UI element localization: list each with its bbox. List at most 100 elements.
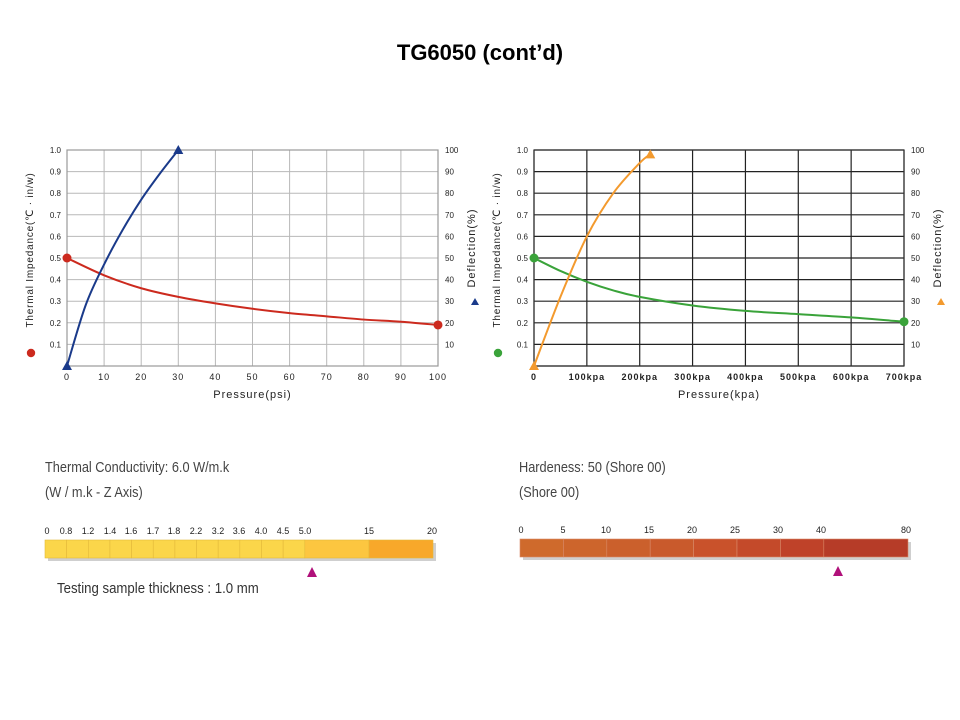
y-tick-label: 0.8: [517, 189, 529, 198]
y2-tick-label: 30: [911, 297, 920, 306]
scale-segment: [152, 539, 176, 559]
scale-segment: [66, 539, 89, 559]
x-tick-label: 300kpa: [674, 372, 711, 382]
y-tick-label: 0.9: [517, 168, 529, 177]
scale-tick-label: 1.6: [125, 526, 138, 536]
hardness-subtitle: (Shore 00): [519, 484, 580, 501]
scale-segment: [606, 538, 651, 558]
y-axis-label: Thermal Impedance(℃ · in/w): [492, 172, 503, 327]
scale-tick-label: 4.0: [255, 526, 268, 536]
y-tick-label: 0.4: [50, 276, 62, 285]
x-axis-label: Pressure(psi): [213, 389, 291, 401]
y-tick-label: 0.7: [50, 211, 62, 220]
scale-segment: [736, 538, 781, 558]
scale-tick-label: 5: [560, 525, 565, 535]
scale-tick-label: 5.0: [299, 526, 312, 536]
y2-tick-label: 100: [911, 146, 925, 155]
y2-axis-label: Deflection(%): [932, 208, 944, 287]
y2-tick-label: 20: [445, 319, 454, 328]
value-marker-triangle-icon: [833, 566, 843, 576]
x-tick-label: 400kpa: [727, 372, 764, 382]
scale-segment: [239, 539, 262, 559]
y2-tick-label: 60: [911, 232, 920, 241]
scale-segment: [304, 539, 370, 559]
scale-segment: [693, 538, 738, 558]
conductivity-title: Thermal Conductivity: 6.0 W/m.k: [45, 459, 230, 476]
hardness-title: Hardeness: 50 (Shore 00): [519, 459, 666, 476]
y-tick-label: 0.1: [517, 340, 529, 349]
x-tick-label: 50: [246, 372, 258, 382]
y2-tick-label: 40: [911, 276, 920, 285]
scale-segment: [44, 539, 67, 559]
x-tick-label: 700kpa: [886, 372, 923, 382]
scale-tick-label: 30: [773, 525, 783, 535]
scale-segment: [217, 539, 241, 559]
data-point-circle: [899, 317, 909, 327]
scale-tick-label: 1.7: [147, 526, 160, 536]
y-axis-label: Thermal Impedance(℃ · in/w): [25, 172, 36, 327]
x-tick-label: 80: [358, 372, 370, 382]
value-marker-triangle-icon: [307, 567, 317, 577]
scale-tick-label: 3.6: [233, 526, 246, 536]
page-title: TG6050 (cont’d): [396, 40, 564, 65]
y2-tick-label: 50: [911, 254, 920, 263]
y-tick-label: 0.5: [50, 254, 62, 263]
y2-axis-label: Deflection(%): [466, 208, 478, 287]
scale-segment: [519, 538, 564, 558]
x-tick-label: 90: [395, 372, 407, 382]
scale-tick-label: 0: [518, 525, 523, 535]
x-tick-label: 70: [321, 372, 333, 382]
x-tick-label: 100kpa: [569, 372, 606, 382]
scale-segment: [368, 539, 434, 559]
y-tick-label: 0.1: [50, 340, 62, 349]
scale-segment: [88, 539, 111, 559]
scale-segment: [196, 539, 219, 559]
y2-tick-label: 90: [911, 168, 920, 177]
x-tick-label: 200kpa: [621, 372, 658, 382]
x-tick-label: 100: [429, 372, 447, 382]
scale-tick-label: 0.8: [60, 526, 73, 536]
y2-tick-label: 10: [445, 340, 454, 349]
x-tick-label: 600kpa: [833, 372, 870, 382]
data-point-circle: [433, 320, 443, 330]
y2-tick-label: 50: [445, 254, 454, 263]
scale-segment: [649, 538, 694, 558]
data-point-circle: [529, 253, 539, 263]
y-tick-label: 0.3: [517, 297, 529, 306]
y-tick-label: 0.6: [517, 232, 529, 241]
scale-tick-label: 1.4: [104, 526, 117, 536]
x-tick-label: 30: [172, 372, 184, 382]
y2-tick-label: 100: [445, 146, 459, 155]
scale-tick-label: 1.2: [82, 526, 95, 536]
scale-tick-label: 15: [364, 526, 374, 536]
scale-segment: [563, 538, 608, 558]
y2-tick-label: 20: [911, 319, 920, 328]
series-line-impedance: [66, 257, 439, 326]
legend-triangle-icon: [937, 298, 945, 305]
scale-tick-label: 25: [730, 525, 740, 535]
scale-tick-label: 1.8: [168, 526, 181, 536]
psi-chart: 0 10 20 30 40 50 60 70 80 90 100 0.1 0.2 0.3 0.4 0.5 0.6…: [25, 145, 479, 401]
x-tick-label: 0: [64, 372, 70, 382]
y-tick-label: 0.3: [50, 297, 62, 306]
series-line-impedance: [533, 257, 905, 323]
data-point-circle: [62, 253, 72, 263]
x-tick-label: 20: [135, 372, 147, 382]
y-tick-label: 1.0: [50, 146, 62, 155]
y2-tick-label: 90: [445, 168, 454, 177]
thickness-note: Testing sample thickness : 1.0 mm: [57, 580, 259, 597]
scale-segment: [131, 539, 154, 559]
x-axis-label: Pressure(kpa): [678, 389, 760, 401]
y2-tick-label: 10: [911, 340, 920, 349]
scale-segment: [109, 539, 132, 559]
x-tick-label: 500kpa: [780, 372, 817, 382]
y2-tick-label: 80: [445, 189, 454, 198]
conductivity-scale-bar: 0 0.8 1.2 1.4 1.6 1.7 1.8 2.2 3.2 3.6 4.0 4.5 5.0 15 2…: [44, 526, 437, 577]
x-tick-label: 40: [209, 372, 221, 382]
scale-tick-label: 20: [427, 526, 437, 536]
data-point-triangle: [62, 361, 72, 370]
data-point-triangle: [173, 145, 184, 154]
scale-tick-label: 2.2: [190, 526, 203, 536]
kpa-chart: 0 100kpa 200kpa 300kpa 400kpa 500kpa 600kpa 700…: [492, 146, 945, 401]
scale-tick-label: 15: [644, 525, 654, 535]
